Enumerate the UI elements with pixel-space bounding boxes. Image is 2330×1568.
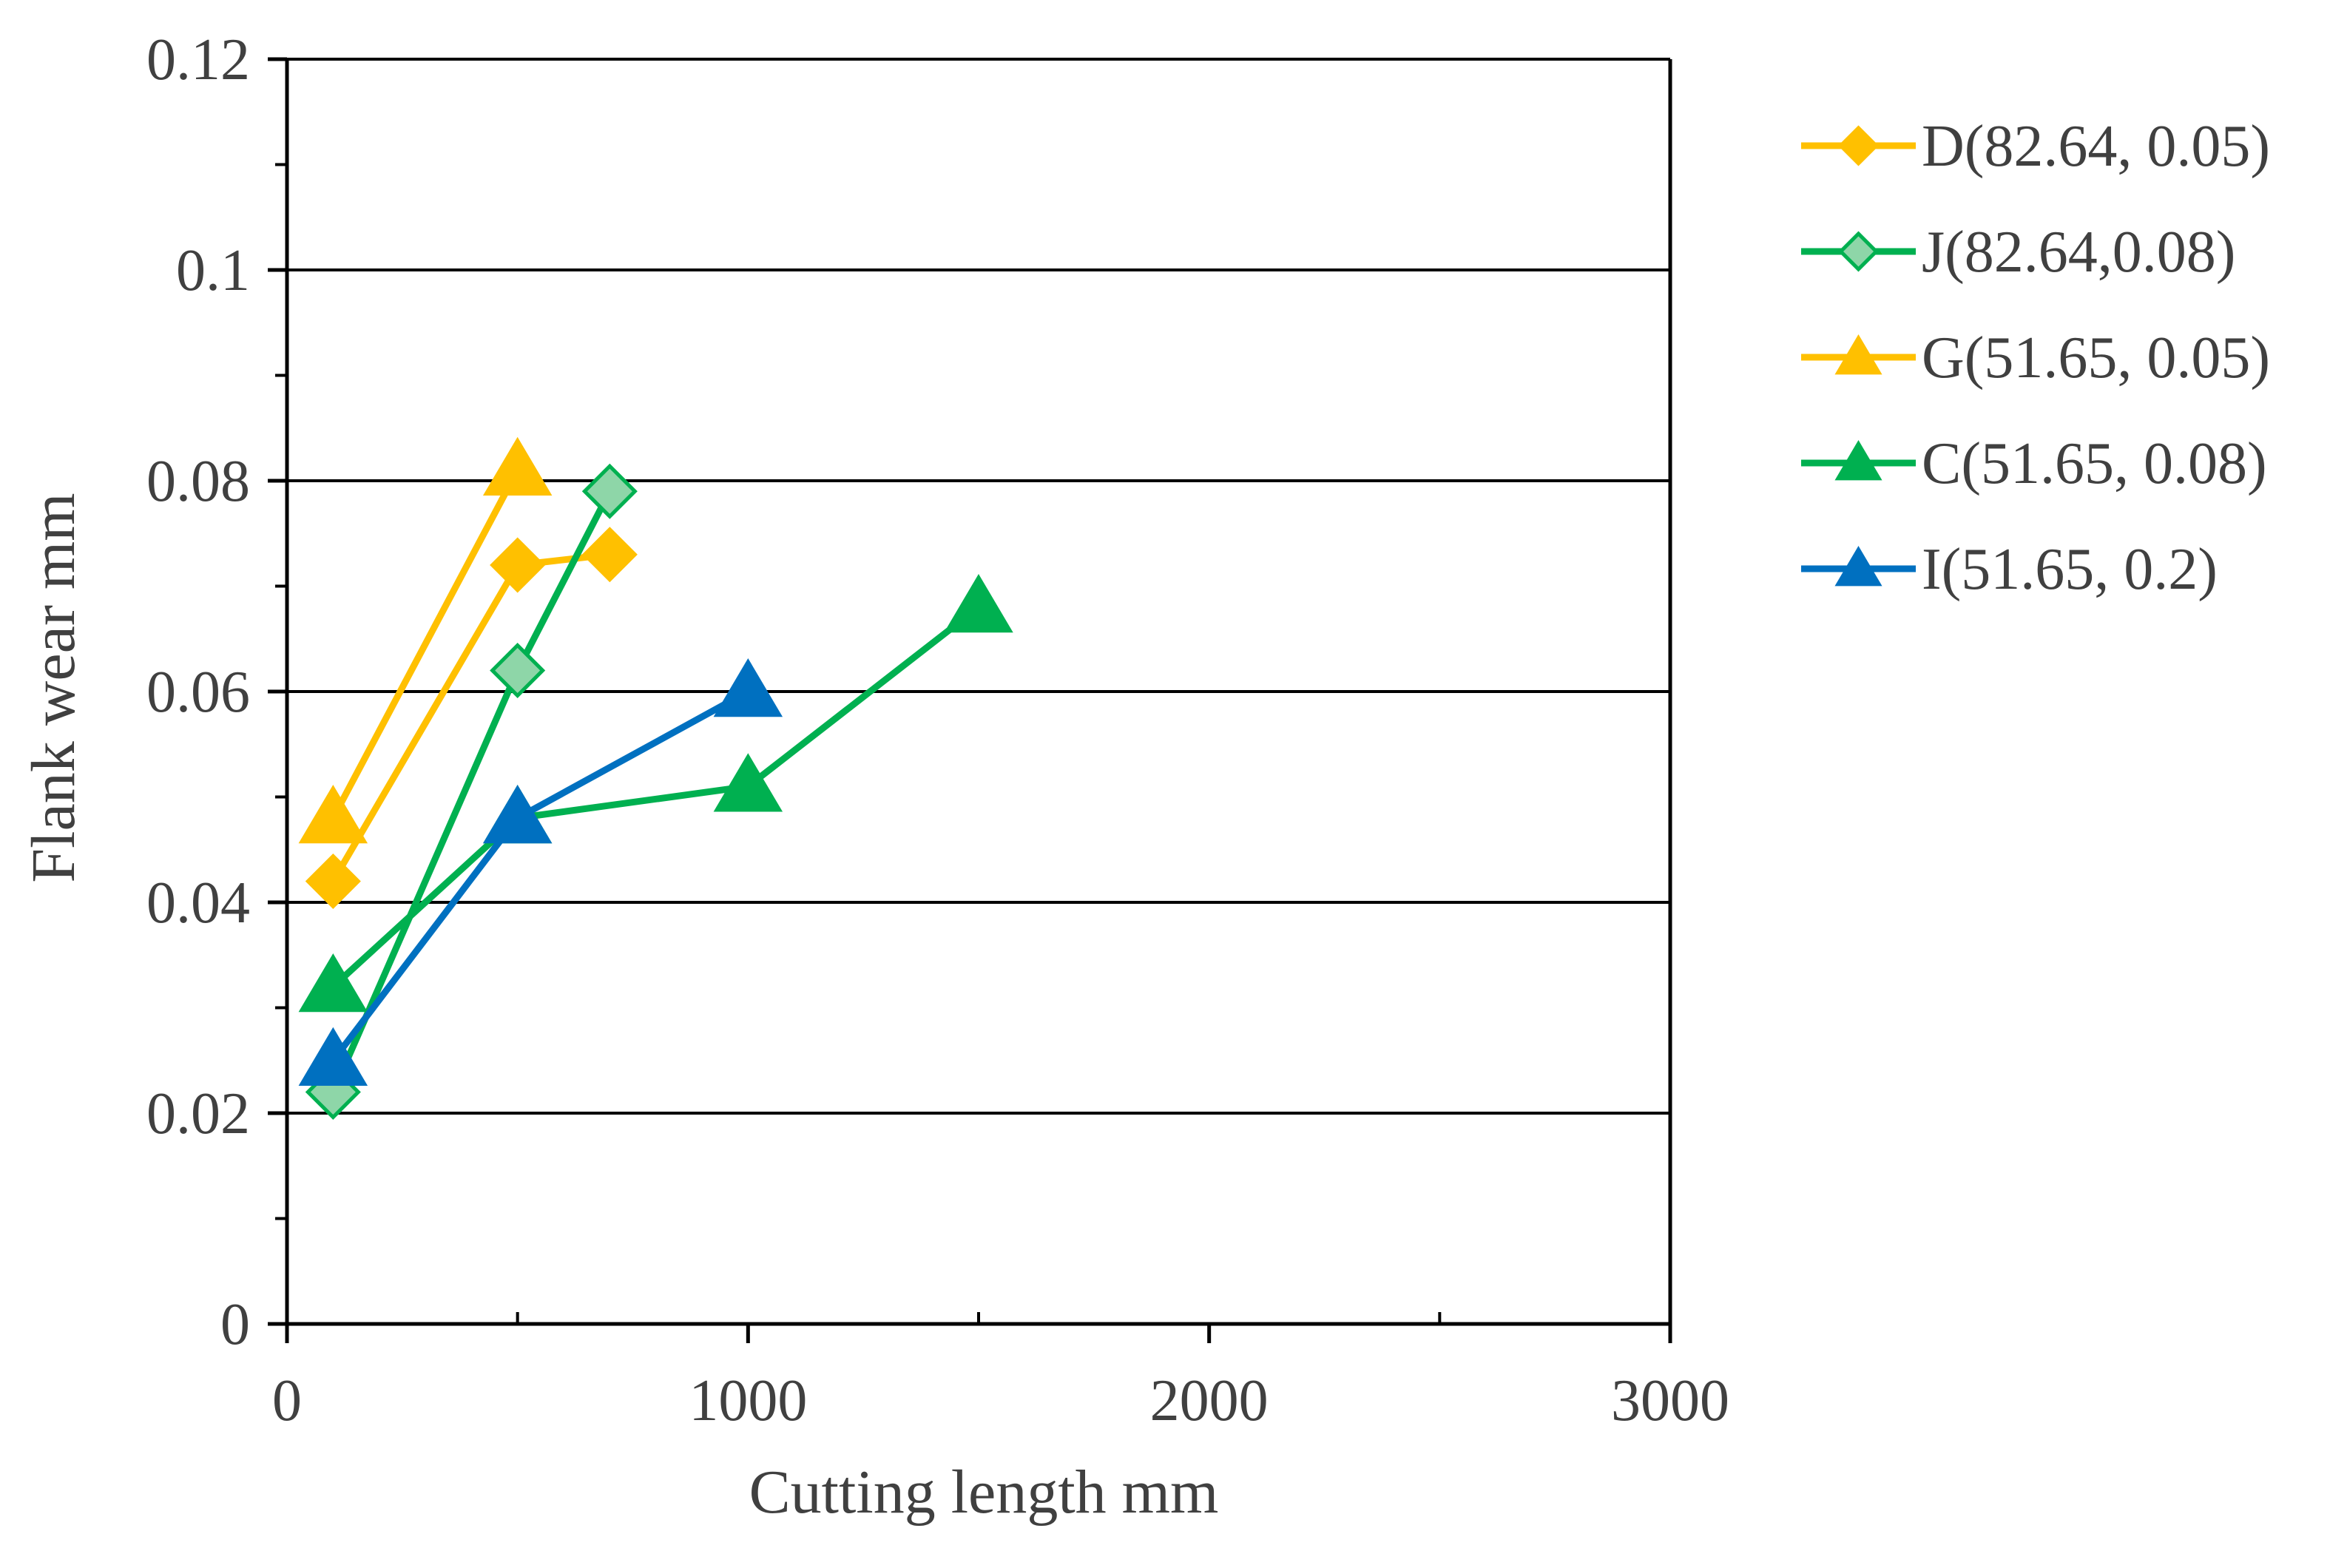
legend-label: J(82.64,0.08) bbox=[1922, 220, 2235, 285]
series-line bbox=[330, 689, 750, 1063]
data-point bbox=[298, 1027, 368, 1087]
legend-label: G(51.65, 0.05) bbox=[1922, 325, 2270, 391]
tick-labels: 0 0.02 0.04 0.06 0.08 0.1 0.12 0 1000 2000 3000 bbox=[146, 27, 1729, 1433]
legend-label: I(51.65, 0.2) bbox=[1922, 537, 2218, 602]
legend-item-3: C(51.65, 0.08) bbox=[1801, 431, 2267, 496]
data-point bbox=[944, 574, 1013, 633]
series-4 bbox=[298, 658, 783, 1087]
x-tick-label: 0 bbox=[272, 1368, 302, 1433]
data-point bbox=[490, 537, 546, 593]
series-2 bbox=[298, 436, 553, 844]
axes-layer bbox=[268, 57, 1672, 1343]
legend-item-1: J(82.64,0.08) bbox=[1801, 220, 2235, 285]
data-point bbox=[490, 642, 546, 699]
y-tick-label: 0 bbox=[220, 1292, 250, 1357]
legend-marker bbox=[1834, 334, 1882, 375]
x-tick-label: 2000 bbox=[1150, 1368, 1269, 1433]
data-point bbox=[305, 853, 361, 910]
legend-label: D(82.64, 0.05) bbox=[1922, 114, 2270, 179]
series-line bbox=[330, 468, 521, 820]
legend-item-4: I(51.65, 0.2) bbox=[1801, 537, 2218, 602]
y-axis-title: Flank wear mm bbox=[19, 493, 88, 882]
series-0 bbox=[305, 527, 638, 910]
series-layer bbox=[298, 436, 1013, 1121]
data-point bbox=[713, 753, 783, 812]
legend: D(82.64, 0.05) J(82.64,0.08) G(51.65, 0.05… bbox=[1801, 114, 2270, 602]
y-tick-label: 0.04 bbox=[146, 871, 250, 936]
data-point bbox=[482, 785, 553, 844]
data-point bbox=[298, 953, 368, 1013]
x-tick-label: 3000 bbox=[1611, 1368, 1729, 1433]
series-3 bbox=[298, 574, 1013, 1013]
data-point bbox=[713, 658, 783, 717]
data-point bbox=[581, 463, 638, 519]
data-point bbox=[581, 527, 638, 583]
series-line bbox=[331, 604, 981, 990]
x-axis-title: Cutting length mm bbox=[749, 1458, 1219, 1527]
series-line bbox=[330, 551, 610, 883]
y-tick-label: 0.1 bbox=[176, 238, 250, 303]
legend-item-0: D(82.64, 0.05) bbox=[1801, 114, 2270, 179]
legend-item-2: G(51.65, 0.05) bbox=[1801, 325, 2270, 391]
legend-marker bbox=[1834, 546, 1882, 587]
y-tick-label: 0.06 bbox=[146, 660, 250, 725]
legend-marker bbox=[1837, 125, 1880, 166]
y-tick-label: 0.02 bbox=[146, 1081, 250, 1146]
x-tick-label: 1000 bbox=[689, 1368, 807, 1433]
legend-label: C(51.65, 0.08) bbox=[1922, 431, 2267, 496]
legend-marker bbox=[1837, 231, 1880, 272]
y-tick-label: 0.12 bbox=[146, 27, 250, 92]
data-point bbox=[482, 436, 553, 496]
legend-marker bbox=[1834, 440, 1882, 481]
data-point bbox=[298, 785, 368, 844]
y-tick-label: 0.08 bbox=[146, 449, 250, 514]
